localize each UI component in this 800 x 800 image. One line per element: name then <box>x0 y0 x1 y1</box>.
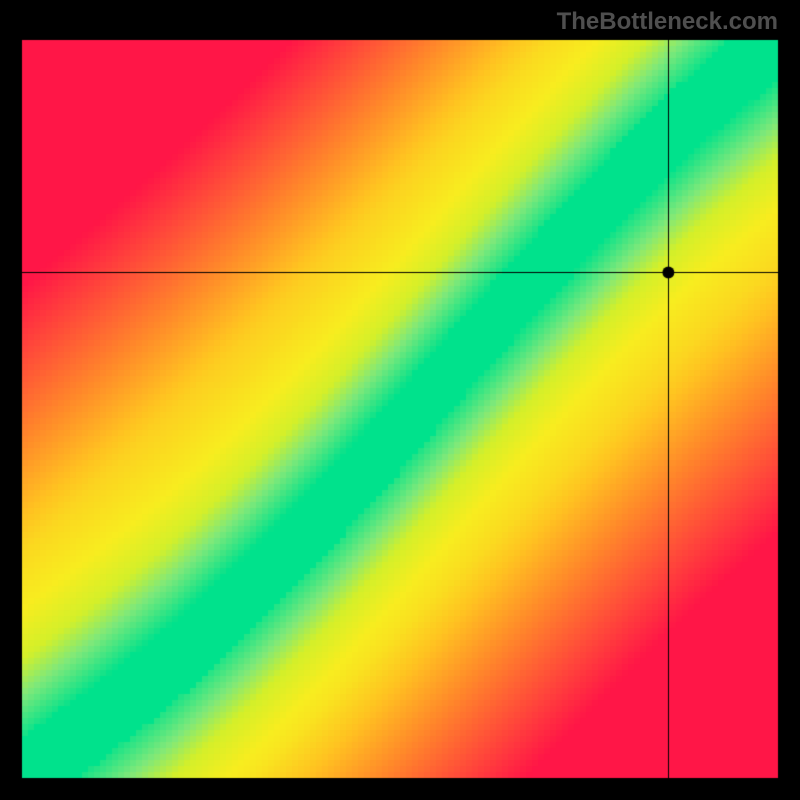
chart-container: TheBottleneck.com <box>0 0 800 800</box>
bottleneck-heatmap <box>0 0 800 800</box>
watermark: TheBottleneck.com <box>557 8 778 36</box>
watermark-text: TheBottleneck.com <box>557 8 778 35</box>
